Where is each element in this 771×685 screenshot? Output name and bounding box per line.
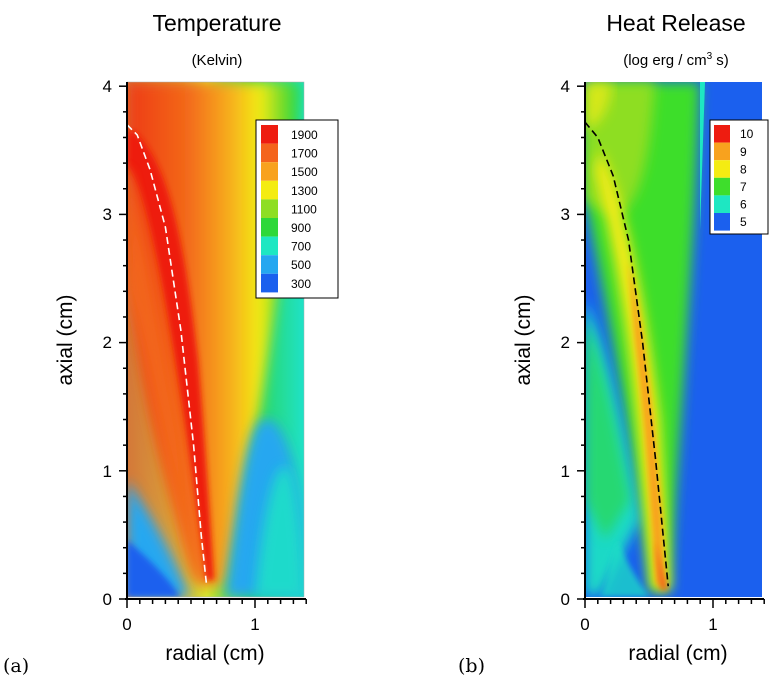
legend-swatch (714, 142, 730, 161)
legend-label: 7 (740, 180, 747, 194)
x-tick-labels: 0 1 (122, 615, 259, 634)
legend-label: 1300 (291, 184, 318, 198)
legend-swatch (714, 213, 730, 231)
chart-subtitle: (log erg / cm3 s) (623, 51, 729, 69)
y-tick-label: 0 (561, 590, 570, 609)
y-tick-label: 0 (103, 590, 112, 609)
chart-title: Temperature (152, 10, 281, 36)
x-tick-labels: 0 1 (580, 615, 717, 634)
y-tick-labels: 0 1 2 3 4 (103, 77, 112, 609)
panel-b: Heat Release (log erg / cm3 s) 0 (458, 10, 769, 677)
legend-swatch (714, 195, 730, 213)
legend-swatch (261, 273, 278, 293)
y-axis-label: axial (cm) (512, 294, 535, 385)
panel-label: (a) (3, 655, 29, 677)
legend-swatch (261, 199, 278, 218)
legend-swatch (261, 162, 278, 181)
legend-swatch (714, 125, 730, 143)
legend-label: 6 (740, 198, 747, 212)
x-tick-label: 0 (580, 615, 589, 634)
x-axis-label: radial (cm) (628, 642, 727, 665)
legend-swatch (714, 160, 730, 178)
legend-swatch (261, 218, 278, 237)
legend-label: 5 (740, 215, 747, 229)
legend-label: 1500 (291, 165, 318, 179)
legend-label: 700 (291, 240, 311, 254)
flame-sheet-line (584, 121, 669, 587)
y-tick-label: 2 (103, 333, 112, 352)
chart-subtitle: (Kelvin) (192, 52, 243, 69)
panel-a: Temperature (Kelvin) 0 1 (3, 10, 339, 677)
y-tick-label: 1 (561, 462, 570, 481)
legend-label: 500 (291, 258, 311, 272)
y-tick-label: 2 (561, 333, 570, 352)
axes (125, 82, 306, 600)
x-tick-label: 1 (708, 615, 717, 634)
legend: 1900 1700 1500 1300 1100 900 700 500 300 (255, 119, 339, 299)
legend-label: 300 (291, 277, 311, 291)
legend-swatch (261, 125, 278, 144)
legend-label: 1900 (291, 128, 318, 142)
legend-swatch (261, 236, 278, 256)
legend-swatch (261, 255, 278, 274)
y-tick-label: 3 (103, 205, 112, 224)
axes (583, 82, 764, 600)
x-axis-label: radial (cm) (165, 642, 264, 665)
y-tick-label: 3 (561, 205, 570, 224)
x-tick-label: 0 (122, 615, 131, 634)
legend: 10 9 8 7 6 5 (709, 119, 769, 235)
legend-label: 1100 (291, 202, 317, 216)
chart-title: Heat Release (606, 10, 745, 36)
y-tick-label: 1 (103, 462, 112, 481)
legend-swatch (261, 180, 278, 200)
y-tick-labels: 0 1 2 3 4 (561, 77, 570, 609)
legend-label: 10 (740, 127, 754, 141)
panel-label: (b) (458, 655, 485, 677)
legend-swatch (261, 143, 278, 163)
y-tick-label: 4 (561, 77, 570, 96)
legend-swatch (714, 177, 730, 196)
x-tick-label: 1 (250, 615, 259, 634)
legend-label: 900 (291, 221, 311, 235)
legend-label: 8 (740, 162, 747, 176)
y-axis-label: axial (cm) (54, 294, 77, 385)
y-tick-label: 4 (103, 77, 112, 96)
legend-label: 9 (740, 145, 747, 159)
legend-label: 1700 (291, 147, 318, 161)
